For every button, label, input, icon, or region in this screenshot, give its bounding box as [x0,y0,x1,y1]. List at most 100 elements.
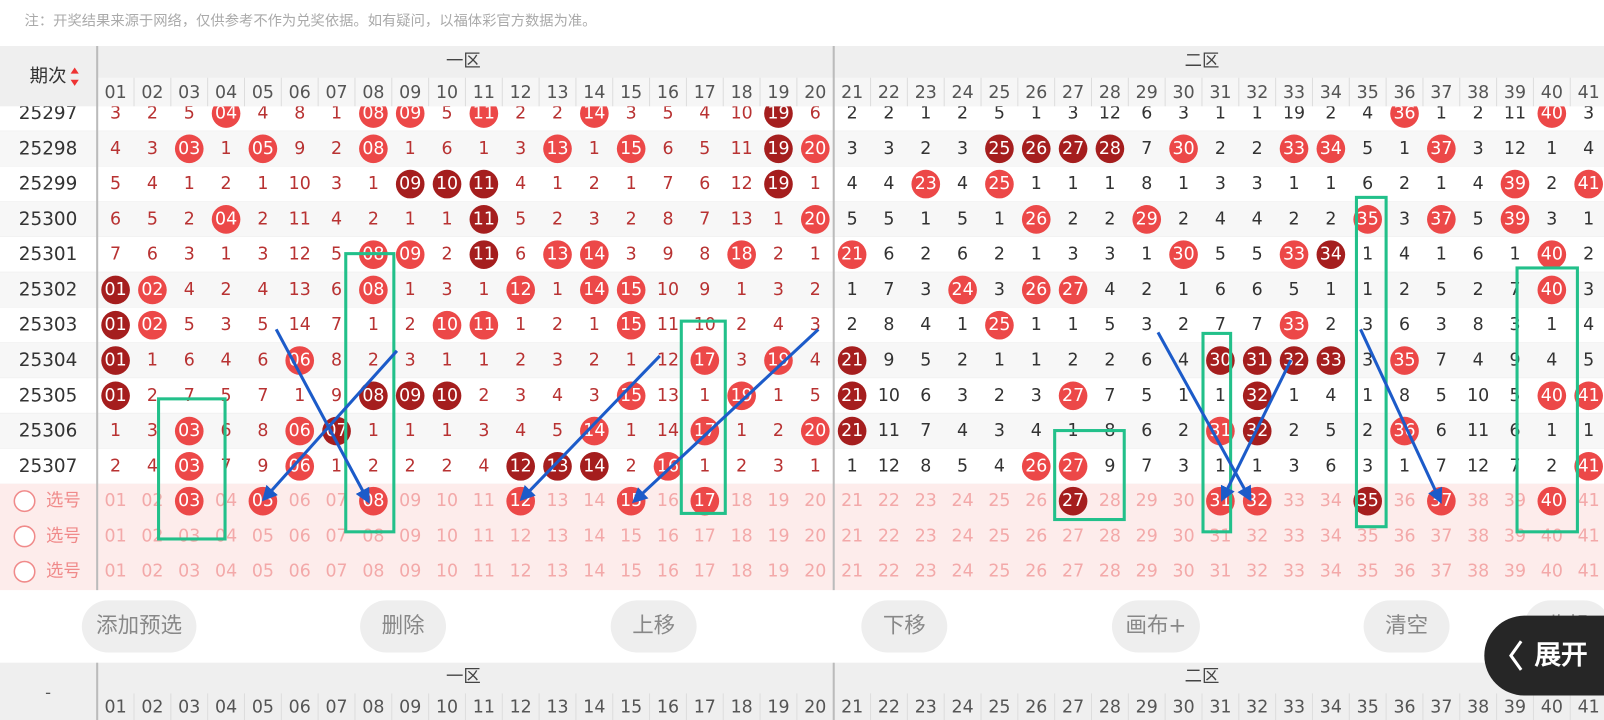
toolbar-button[interactable] [1363,600,1450,653]
selectable-number[interactable]: 38 [1467,526,1489,546]
selectable-number[interactable]: 11 [473,491,495,511]
selectable-number[interactable]: 13 [546,491,568,511]
selectable-number[interactable]: 19 [767,562,789,582]
selectable-number[interactable]: 36 [1393,526,1415,546]
selectable-number[interactable]: 04 [215,562,237,582]
selectable-number[interactable]: 11 [473,526,495,546]
selectable-number[interactable]: 02 [141,562,163,582]
selectable-number[interactable]: 24 [952,562,974,582]
selectable-number[interactable]: 18 [731,491,753,511]
selectable-number[interactable]: 31 [1209,526,1231,546]
selectable-number[interactable]: 39 [1504,526,1526,546]
selectable-number[interactable]: 24 [952,491,974,511]
selectable-number[interactable]: 35 [1357,526,1379,546]
selectable-number[interactable]: 26 [1025,491,1047,511]
sort-down[interactable] [70,79,79,86]
selectable-number[interactable]: 28 [1099,562,1121,582]
selectable-number[interactable]: 13 [546,526,568,546]
picked-ball[interactable] [690,486,720,516]
sort-up[interactable] [70,67,79,74]
picked-number[interactable]: 05 [252,491,274,511]
selectable-number[interactable]: 19 [767,526,789,546]
selectable-number[interactable]: 31 [1209,562,1231,582]
selectable-number[interactable]: 39 [1504,562,1526,582]
selectable-number[interactable]: 21 [841,562,863,582]
period-header[interactable]: 期次 [30,66,67,87]
selectable-number[interactable]: 22 [878,491,900,511]
selectable-number[interactable]: 07 [325,526,347,546]
picked-number[interactable]: 35 [1357,491,1379,511]
selectable-number[interactable]: 16 [657,562,679,582]
selectable-number[interactable]: 33 [1283,562,1305,582]
selectable-number[interactable]: 01 [105,562,127,582]
selectable-number[interactable]: 02 [141,491,163,511]
selectable-number[interactable]: 09 [399,491,421,511]
selectable-number[interactable]: 20 [804,491,826,511]
selectable-number[interactable]: 05 [252,526,274,546]
selectable-number[interactable]: 02 [141,526,163,546]
selectable-number[interactable]: 16 [657,526,679,546]
toolbar-button[interactable] [360,600,447,653]
selectable-number[interactable]: 41 [1578,526,1600,546]
selectable-number[interactable]: 34 [1320,526,1342,546]
selectable-number[interactable]: 26 [1025,526,1047,546]
selectable-number[interactable]: 09 [399,562,421,582]
selectable-number[interactable]: 10 [436,491,458,511]
selectable-number[interactable]: 30 [1173,526,1195,546]
selectable-number[interactable]: 13 [546,562,568,582]
selectable-number[interactable]: 18 [731,562,753,582]
selectable-number[interactable]: 36 [1393,491,1415,511]
selectable-number[interactable]: 11 [473,562,495,582]
selectable-number[interactable]: 01 [105,526,127,546]
selectable-number[interactable]: 10 [436,562,458,582]
selectable-number[interactable]: 18 [731,526,753,546]
selectable-number[interactable]: 27 [1062,562,1084,582]
selectable-number[interactable]: 05 [252,562,274,582]
selectable-number[interactable]: 14 [583,526,605,546]
selectable-number[interactable]: 40 [1541,562,1563,582]
selectable-number[interactable]: 10 [436,526,458,546]
selectable-number[interactable]: 29 [1136,491,1158,511]
picked-ball[interactable] [1058,486,1088,516]
selectable-number[interactable]: 17 [694,562,716,582]
selectable-number[interactable]: 41 [1578,491,1600,511]
selectable-number[interactable]: 08 [362,562,384,582]
selectable-number[interactable]: 37 [1430,526,1452,546]
selectable-number[interactable]: 12 [510,562,532,582]
selectable-number[interactable]: 15 [620,562,642,582]
selectable-number[interactable]: 28 [1099,491,1121,511]
toolbar-button[interactable] [1111,600,1200,653]
selectable-number[interactable]: 26 [1025,562,1047,582]
selectable-number[interactable]: 03 [178,526,200,546]
selectable-number[interactable]: 25 [988,491,1010,511]
selectable-number[interactable]: 12 [510,526,532,546]
selectable-number[interactable]: 22 [878,526,900,546]
selectable-number[interactable]: 19 [767,491,789,511]
selectable-number[interactable]: 22 [878,562,900,582]
selectable-number[interactable]: 16 [657,491,679,511]
picked-number[interactable]: 17 [694,491,716,511]
picked-number[interactable]: 27 [1062,491,1084,511]
selectable-number[interactable]: 33 [1283,491,1305,511]
toolbar-label[interactable]: 删除 [382,613,425,638]
selectable-number[interactable]: 37 [1430,562,1452,582]
selectable-number[interactable]: 35 [1357,562,1379,582]
selectable-number[interactable]: 32 [1246,562,1268,582]
selectable-number[interactable]: 29 [1136,526,1158,546]
selectable-number[interactable]: 20 [804,562,826,582]
selectable-number[interactable]: 23 [915,526,937,546]
selectable-number[interactable]: 06 [289,526,311,546]
selectable-number[interactable]: 41 [1578,562,1600,582]
toolbar-label[interactable]: 上移 [632,613,675,638]
selectable-number[interactable]: 20 [804,526,826,546]
selectable-number[interactable]: 21 [841,491,863,511]
picked-ball[interactable] [1353,486,1383,516]
selectable-number[interactable]: 01 [105,491,127,511]
selectable-number[interactable]: 29 [1136,562,1158,582]
selectable-number[interactable]: 07 [325,491,347,511]
selectable-number[interactable]: 23 [915,491,937,511]
selectable-number[interactable]: 39 [1504,491,1526,511]
picked-ball[interactable] [1537,486,1567,516]
selectable-number[interactable]: 24 [952,526,974,546]
toolbar-label[interactable]: 下移 [883,613,926,638]
